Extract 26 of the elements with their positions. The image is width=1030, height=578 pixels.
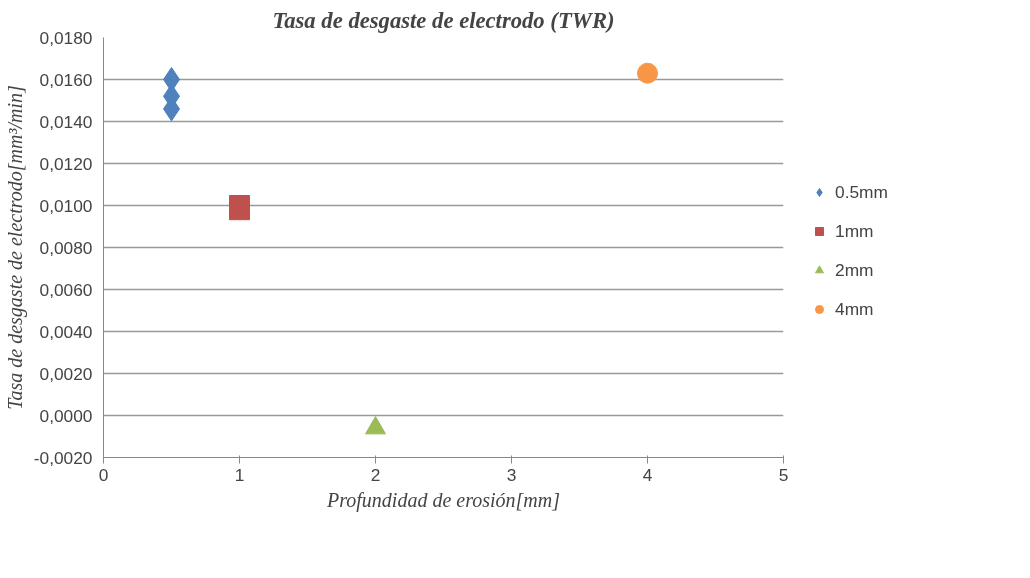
y-tick-label: 0,0040 — [39, 321, 93, 342]
legend-label: 0.5mm — [835, 181, 888, 203]
legend-label: 4mm — [835, 298, 874, 320]
y-tick-label: 0,0000 — [39, 405, 93, 426]
y-tick-label: 0,0100 — [39, 195, 93, 216]
y-tick-label: 0,0180 — [39, 27, 93, 48]
y-tick-label: 0,0080 — [39, 237, 93, 258]
y-tick-label: -0,0020 — [33, 447, 93, 468]
legend-label: 1mm — [835, 220, 874, 242]
x-tick-label: 2 — [370, 464, 381, 485]
x-tick-label: 3 — [506, 464, 517, 485]
chart-title: Tasa de desgaste de electrodo (TWR) — [272, 7, 615, 33]
y-tick-label: 0,0060 — [39, 279, 93, 300]
x-tick-label: 0 — [98, 464, 109, 485]
x-axis-title: Profundidad de erosión[mm] — [326, 488, 560, 512]
point — [365, 416, 386, 435]
y-tick-label: 0,0020 — [39, 363, 93, 384]
x-tick-label: 1 — [234, 464, 245, 485]
legend-label: 2mm — [835, 259, 874, 281]
point — [637, 62, 658, 84]
y-tick-label: 0,0120 — [39, 153, 93, 174]
x-tick-label: 5 — [778, 464, 789, 485]
x-tick-label: 4 — [642, 464, 653, 485]
y-tick-label: 0,0160 — [39, 69, 93, 90]
y-axis-title: Tasa de desgaste de electrodo[mm³/min] — [3, 85, 27, 410]
y-tick-label: 0,0140 — [39, 111, 93, 132]
